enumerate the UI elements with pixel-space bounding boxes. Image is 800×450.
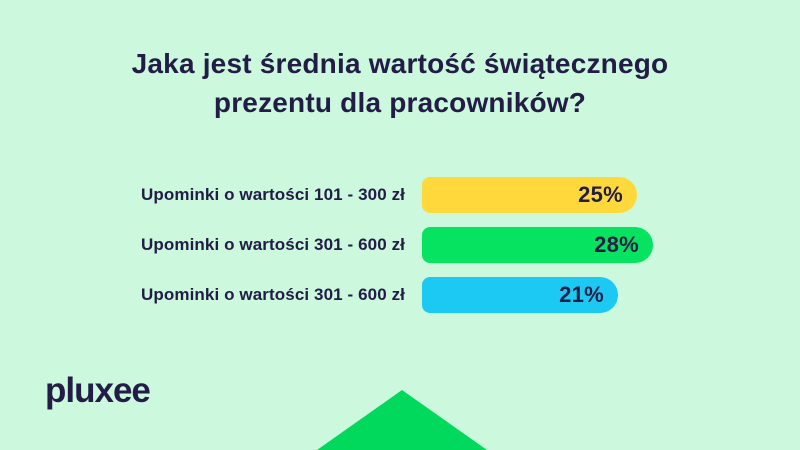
bar-chart: Upominki o wartości 101 - 300 zł 25% Upomi… [0,177,800,327]
up-triangle-decoration [317,390,487,450]
bar-label: Upominki o wartości 301 - 600 zł [141,235,405,254]
bar: 25% [422,177,637,213]
bar: 28% [422,227,653,263]
bar-row: Upominki o wartości 301 - 600 zł 21% [0,277,800,313]
page-title: Jaka jest średnia wartość świątecznego p… [70,44,730,122]
bar-value: 21% [559,282,604,307]
bar-value: 28% [594,232,639,257]
bar-label: Upominki o wartości 301 - 600 zł [141,285,405,304]
page-title-line2: prezentu dla pracowników? [213,87,587,118]
pluxee-logo: pluxee [45,371,151,410]
page-title-line1: Jaka jest średnia wartość świątecznego [131,48,669,79]
bar-row: Upominki o wartości 101 - 300 zł 25% [0,177,800,213]
bar-value: 25% [578,182,623,207]
bar: 21% [422,277,618,313]
bar-label: Upominki o wartości 101 - 300 zł [141,185,405,204]
bar-row: Upominki o wartości 301 - 600 zł 28% [0,227,800,263]
